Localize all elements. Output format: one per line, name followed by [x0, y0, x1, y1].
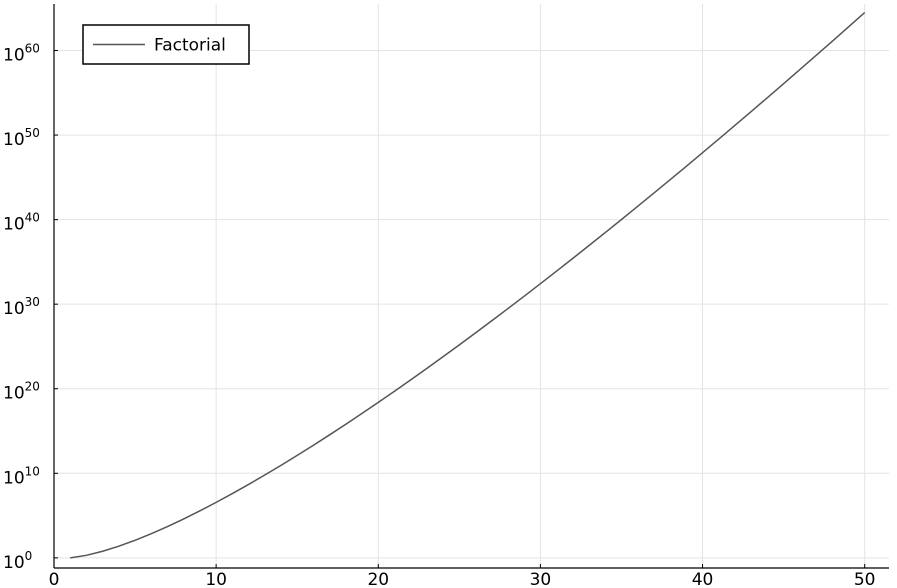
legend: Factorial [82, 24, 250, 65]
y-tick-exponent: 40 [25, 211, 40, 225]
y-tick-exponent: 50 [25, 126, 40, 140]
y-tick-base: 10 [3, 384, 25, 404]
y-tick-base: 10 [3, 130, 25, 150]
y-tick-label: 1040 [3, 211, 40, 235]
y-tick-label: 1020 [3, 380, 40, 404]
y-tick-base: 10 [3, 553, 25, 573]
x-tick-label: 10 [205, 570, 227, 588]
y-tick-base: 10 [3, 468, 25, 488]
x-tick-label: 30 [530, 570, 552, 588]
x-tick-label: 0 [49, 570, 60, 588]
grid-lines [53, 4, 889, 568]
series-layer [70, 12, 866, 559]
y-tick-exponent: 60 [25, 42, 40, 56]
y-tick-exponent: 10 [25, 464, 40, 478]
y-tick-label: 1060 [3, 42, 40, 66]
y-tick-label: 100 [3, 549, 32, 573]
y-tick-label: 1050 [3, 126, 40, 150]
y-tick-base: 10 [3, 215, 25, 235]
y-tick-label: 1010 [3, 464, 40, 488]
y-tick-base: 10 [3, 46, 25, 66]
y-tick-exponent: 0 [25, 549, 33, 563]
axes [53, 4, 889, 569]
y-tick-label: 1030 [3, 295, 40, 319]
y-tick-exponent: 20 [25, 380, 40, 394]
legend-label: Factorial [154, 36, 226, 56]
y-tick-base: 10 [3, 299, 25, 319]
x-tick-label: 20 [367, 570, 389, 588]
x-tick-label: 40 [692, 570, 714, 588]
series-line-factorial [70, 12, 866, 559]
x-tick-label: 50 [854, 570, 876, 588]
y-tick-exponent: 30 [25, 295, 40, 309]
